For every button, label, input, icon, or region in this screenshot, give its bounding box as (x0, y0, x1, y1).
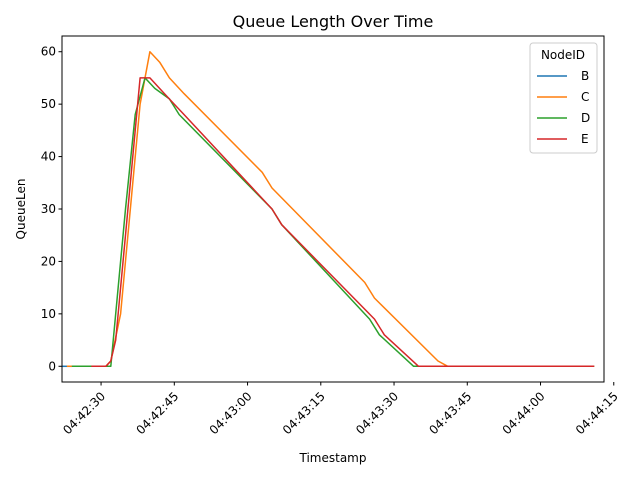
legend-label-c: C (581, 90, 589, 104)
y-tick-label: 10 (41, 307, 56, 321)
y-tick-label: 20 (41, 254, 56, 268)
x-tick-label: 04:43:15 (280, 389, 328, 437)
x-axis: 04:42:30 04:42:45 04:43:00 04:43:15 04:43:30… (60, 382, 621, 437)
x-tick-label: 04:43:30 (353, 389, 401, 437)
x-tick-label: 04:42:45 (133, 389, 181, 437)
legend-title: NodeID (541, 48, 585, 62)
chart-title: Queue Length Over Time (233, 12, 434, 31)
legend-label-b: B (581, 69, 589, 83)
legend-label-e: E (581, 132, 589, 146)
y-axis-label: QueueLen (14, 179, 28, 240)
legend-box (529, 42, 598, 154)
x-tick-label: 04:44:15 (573, 389, 621, 437)
series-line-e (91, 77, 595, 368)
y-tick-label: 30 (41, 202, 56, 216)
x-tick-label: 04:42:30 (60, 389, 108, 437)
x-tick-label: 04:43:00 (207, 389, 255, 437)
x-tick-label: 04:44:00 (500, 389, 548, 437)
y-tick-label: 0 (48, 359, 56, 373)
y-tick-label: 60 (41, 45, 56, 59)
y-tick-label: 40 (41, 150, 56, 164)
series-line-c (66, 50, 595, 368)
x-axis-label: Timestamp (299, 451, 367, 465)
y-axis: 0 10 20 30 40 50 60 (41, 45, 62, 373)
y-tick-label: 50 (41, 97, 56, 111)
x-tick-label: 04:43:45 (426, 389, 474, 437)
legend-label-d: D (581, 111, 590, 125)
series-line-d (71, 77, 595, 368)
plot-area (62, 50, 595, 368)
